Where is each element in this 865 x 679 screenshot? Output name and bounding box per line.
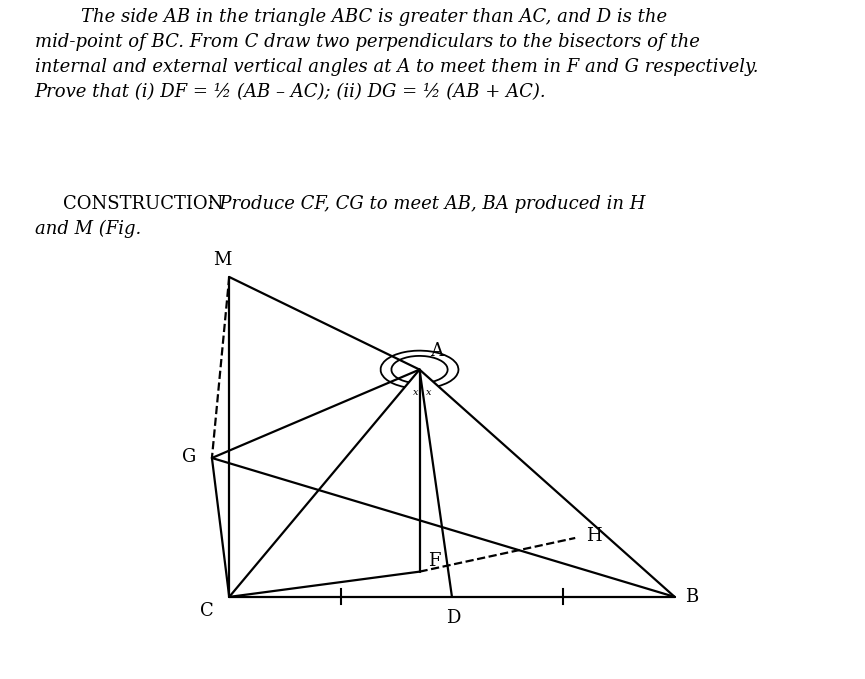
Text: D: D <box>446 608 461 627</box>
Text: x: x <box>413 388 419 397</box>
Text: G: G <box>183 447 196 466</box>
Text: H: H <box>586 527 601 545</box>
Text: x: x <box>426 388 432 397</box>
Text: The side AB in the triangle ABC is greater than AC, and D is the
mid-point of BC: The side AB in the triangle ABC is great… <box>35 7 758 100</box>
Text: F: F <box>428 551 440 570</box>
Text: CONSTRUCTION: CONSTRUCTION <box>63 195 223 213</box>
Text: C: C <box>200 602 214 620</box>
Text: A: A <box>430 342 443 361</box>
Text: B: B <box>685 588 698 606</box>
Text: M: M <box>213 251 232 270</box>
Text: : Produce CF, CG to meet AB, BA produced in H
and M (Fig.: : Produce CF, CG to meet AB, BA produced… <box>35 195 645 238</box>
